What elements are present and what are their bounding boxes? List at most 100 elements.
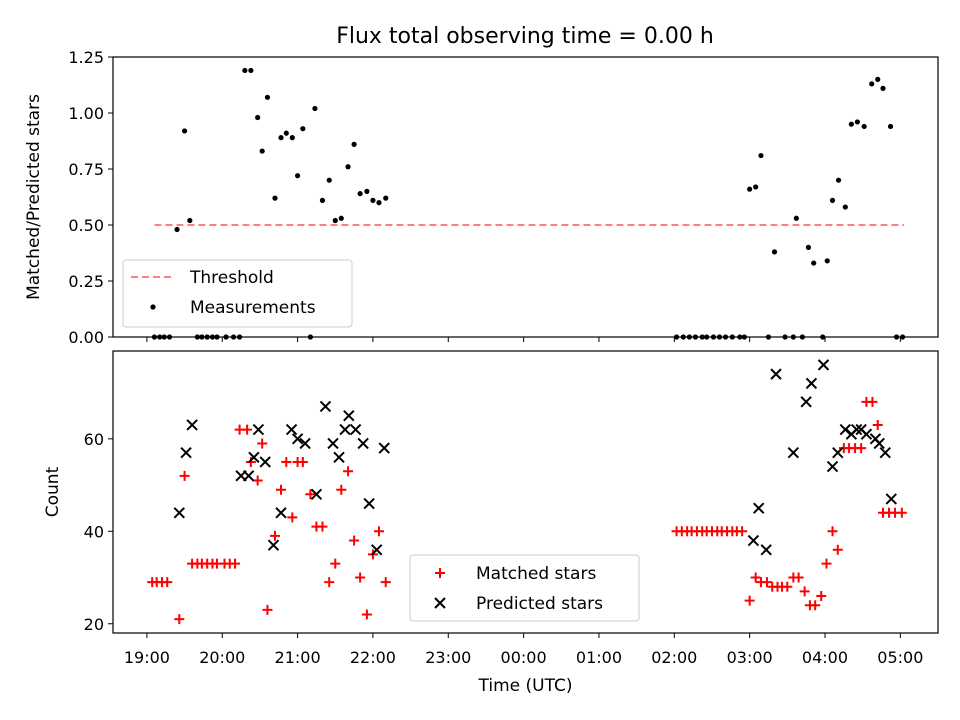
matched-star-point <box>324 577 335 588</box>
matched-star-point <box>269 530 280 541</box>
count-x-tick-label: 20:00 <box>199 648 245 667</box>
matched-star-point <box>242 424 253 435</box>
matched-star-point <box>230 558 241 569</box>
predicted-star-point <box>370 544 383 556</box>
measurement-point <box>861 123 867 130</box>
matched-star-point <box>257 438 268 449</box>
predicted-star-point <box>349 423 362 436</box>
predicted-star-point <box>180 446 192 459</box>
matched-star-point <box>816 591 827 602</box>
measurement-point <box>829 197 836 203</box>
measurement-point <box>880 85 886 91</box>
predicted-star-point <box>275 507 287 519</box>
predicted-star-point <box>299 437 311 450</box>
measurement-point <box>758 152 764 159</box>
measurement-point <box>875 76 881 82</box>
measurement-point <box>283 130 289 136</box>
predicted-star-point <box>817 359 830 371</box>
matched-star-point <box>856 443 867 454</box>
matched-star-point <box>361 609 372 620</box>
legend-threshold-label: Threshold <box>189 268 274 288</box>
measurement-point <box>312 105 318 112</box>
matched-star-point <box>373 526 384 537</box>
predicted-star-point <box>378 442 390 454</box>
count-x-label: Time (UTC) <box>478 676 573 696</box>
ratio-y-tick-label: 1.25 <box>68 48 104 67</box>
matched-star-point <box>832 544 843 555</box>
predicted-star-point <box>343 410 355 422</box>
predicted-star-point <box>259 456 271 468</box>
matched-star-point <box>174 614 185 625</box>
count-x-ticks: 19:00 20:00 21:00 22:00 23:00 00:00 01:00 02:00… <box>124 633 923 667</box>
matched-star-point <box>867 396 878 407</box>
measurement-point <box>264 94 271 100</box>
predicted-star-point <box>850 423 863 436</box>
matched-star-point <box>827 526 838 537</box>
ratio-legend: Threshold Measurements <box>122 259 353 328</box>
measurement-point <box>753 184 759 190</box>
predicted-star-point <box>339 423 351 436</box>
measurement-point <box>174 226 180 233</box>
measurement-point <box>805 244 812 250</box>
count-x-tick-label: 02:00 <box>651 648 697 667</box>
predicted-star-point <box>752 502 765 514</box>
measurement-point <box>345 164 351 170</box>
measurement-point <box>854 119 860 125</box>
matched-star-point <box>793 572 804 583</box>
predicted-star-point <box>800 396 812 408</box>
ratio-y-tick-label: 0.25 <box>68 272 104 291</box>
matched-star-point <box>744 595 755 606</box>
count-y-ticks: 20 40 60 <box>84 430 113 634</box>
ratio-y-tick-label: 1.00 <box>68 104 104 123</box>
measurement-point <box>887 123 894 130</box>
measurement-point <box>824 258 830 264</box>
measurement-point <box>326 177 332 183</box>
count-x-tick-label: 23:00 <box>425 648 471 667</box>
matched-star-point <box>737 526 748 537</box>
measurement-point <box>259 148 265 154</box>
matched-star-point <box>281 456 292 467</box>
count-panel: 20 40 60 19:00 20:00 21:00 22:00 23:00 00:00 01:… <box>43 350 939 696</box>
matched-star-point <box>896 507 907 518</box>
matched-star-point <box>276 484 287 495</box>
matched-star-point <box>799 586 810 597</box>
count-legend: Matched stars Predicted stars <box>409 554 640 622</box>
legend-measurements-swatch <box>150 304 156 310</box>
ratio-panel: 0.00 0.25 0.50 0.75 1.00 1.25 Matched/Predict… <box>24 48 939 347</box>
measurement-point <box>811 260 817 266</box>
ratio-y-ticks: 0.00 0.25 0.50 0.75 1.00 1.25 <box>68 48 113 347</box>
measurement-point <box>294 173 301 179</box>
matched-star-point <box>872 419 883 430</box>
predicted-star-point <box>242 470 255 482</box>
measurement-point <box>272 195 278 201</box>
matched-star-point <box>252 475 263 486</box>
matched-star-point <box>287 512 298 523</box>
matched-star-point <box>380 577 391 588</box>
count-x-tick-label: 04:00 <box>802 648 848 667</box>
matched-star-point <box>750 572 761 583</box>
predicted-star-point <box>885 493 897 505</box>
measurement-point <box>364 188 370 194</box>
measurement-point <box>289 135 295 141</box>
matched-star-point <box>782 581 793 592</box>
matched-star-point <box>317 521 328 532</box>
measurement-point <box>300 126 306 132</box>
matched-star-point <box>336 484 347 495</box>
count-x-tick-label: 19:00 <box>124 648 170 667</box>
count-y-label: Count <box>43 466 63 517</box>
matched-star-point <box>330 558 341 569</box>
count-x-tick-label: 03:00 <box>727 648 773 667</box>
measurement-point <box>357 191 363 197</box>
matched-star-point <box>821 558 832 569</box>
predicted-star-point <box>879 446 891 459</box>
measurement-point <box>187 217 193 224</box>
legend-predicted-label: Predicted stars <box>476 594 603 614</box>
measurement-point <box>332 217 338 224</box>
count-legend-box <box>409 554 640 622</box>
predicted-star-point <box>873 437 885 450</box>
count-y-tick-label: 40 <box>84 522 104 541</box>
count-marks <box>147 359 907 625</box>
legend-measurements-label: Measurements <box>190 298 316 318</box>
ratio-axes-frame <box>112 56 939 338</box>
